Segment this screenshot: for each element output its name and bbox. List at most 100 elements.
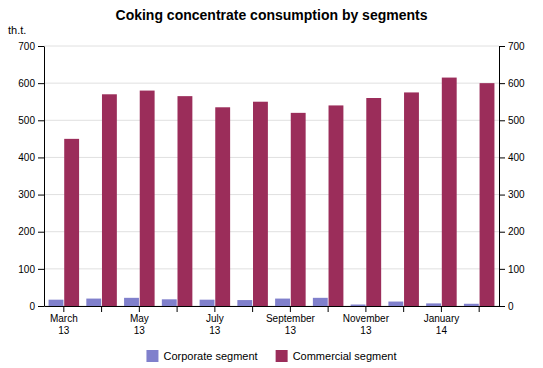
tick-mark: [479, 306, 480, 312]
bar: [162, 299, 177, 306]
bar: [140, 91, 155, 306]
tick-mark: [499, 306, 505, 307]
bar: [442, 78, 457, 306]
tick-mark: [38, 269, 44, 270]
bar: [313, 298, 328, 306]
legend-item: Corporate segment: [146, 350, 257, 362]
title: Coking concentrate consumption by segmen…: [116, 7, 428, 23]
tick-label: 400: [18, 152, 35, 163]
bar: [329, 105, 344, 306]
y-axis: 0 100 200 300 400 500 600 700: [18, 41, 44, 312]
tick: 700: [499, 41, 525, 52]
tick-label: May13: [130, 313, 149, 336]
bar: [49, 300, 64, 306]
tick-label-line: May: [130, 313, 149, 324]
series-bars: [64, 78, 494, 306]
bar: [426, 303, 441, 306]
tick: May13: [130, 306, 149, 336]
tick: [177, 306, 178, 312]
bar: [464, 304, 479, 306]
tick-label: 700: [18, 41, 35, 52]
tick: September13: [266, 306, 316, 336]
bar: [253, 102, 268, 306]
tick: [252, 306, 253, 312]
tick-label: 0: [508, 301, 514, 312]
tick-mark: [403, 306, 404, 312]
tick: [403, 306, 404, 312]
y2-axis: 0100200300400500600700: [499, 41, 525, 312]
grid-line: [44, 46, 499, 47]
tick-mark: [499, 120, 505, 121]
tick-mark: [441, 306, 442, 312]
tick-label: July13: [206, 313, 224, 336]
tick-mark: [328, 306, 329, 312]
legend-swatch: [276, 350, 288, 362]
grid-line: [44, 83, 499, 84]
tick-mark: [499, 83, 505, 84]
tick-mark: [499, 46, 505, 47]
tick: [328, 306, 329, 312]
axis-line: [45, 306, 500, 307]
legend-swatch: [146, 350, 158, 362]
tick-label: 600: [18, 78, 35, 89]
tick-mark: [63, 306, 64, 312]
tick: 200: [499, 226, 525, 237]
tick-label: 300: [508, 189, 525, 200]
tick-mark: [499, 195, 505, 196]
tick: 700: [18, 41, 44, 52]
tick: 400: [18, 152, 44, 163]
y-label: th.t.: [8, 24, 26, 36]
tick: 300: [18, 189, 44, 200]
bar: [215, 107, 230, 306]
tick-label: March13: [50, 313, 78, 336]
tick-mark: [499, 232, 505, 233]
tick-label-line: 14: [436, 325, 448, 336]
tick-label: 700: [508, 41, 525, 52]
tick-mark: [177, 306, 178, 312]
tick-label: January14: [424, 313, 460, 336]
bar: [86, 299, 101, 306]
bar: [124, 298, 139, 306]
tick: 600: [18, 78, 44, 89]
tick-mark: [38, 157, 44, 158]
tick-label: 200: [508, 226, 525, 237]
tick-label-line: 13: [209, 325, 221, 336]
tick: 400: [499, 152, 525, 163]
bar: [366, 98, 381, 306]
tick: 0: [29, 301, 44, 312]
tick-label: 200: [18, 226, 35, 237]
bar: [291, 113, 306, 306]
legend-label: Corporate segment: [163, 350, 257, 362]
bar: [237, 300, 252, 306]
tick-mark: [38, 195, 44, 196]
tick: 200: [18, 226, 44, 237]
chart: March13May13July13September13November13J…: [0, 0, 543, 368]
legend: Corporate segmentCommercial segment: [146, 350, 396, 362]
bars: [49, 78, 495, 306]
tick-label: 600: [508, 78, 525, 89]
tick-mark: [365, 306, 366, 312]
tick: 100: [18, 264, 44, 275]
tick-label: 500: [508, 115, 525, 126]
tick: July13: [206, 306, 224, 336]
x-axis: March13May13July13September13November13J…: [45, 306, 500, 336]
tick-label-line: January: [424, 313, 460, 324]
tick: January14: [424, 306, 460, 336]
tick-label: 100: [18, 264, 35, 275]
tick-mark: [252, 306, 253, 312]
tick-label-line: September: [266, 313, 316, 324]
tick-label: 0: [29, 301, 35, 312]
tick-mark: [38, 232, 44, 233]
tick-label-line: 13: [58, 325, 70, 336]
grid: [44, 46, 499, 306]
tick-label: 500: [18, 115, 35, 126]
tick: March13: [50, 306, 78, 336]
tick-mark: [214, 306, 215, 312]
tick: 300: [499, 189, 525, 200]
bar: [200, 300, 215, 306]
bar: [177, 96, 192, 306]
tick-label: 300: [18, 189, 35, 200]
tick-label-line: July: [206, 313, 224, 324]
tick-mark: [38, 120, 44, 121]
tick-mark: [101, 306, 102, 312]
